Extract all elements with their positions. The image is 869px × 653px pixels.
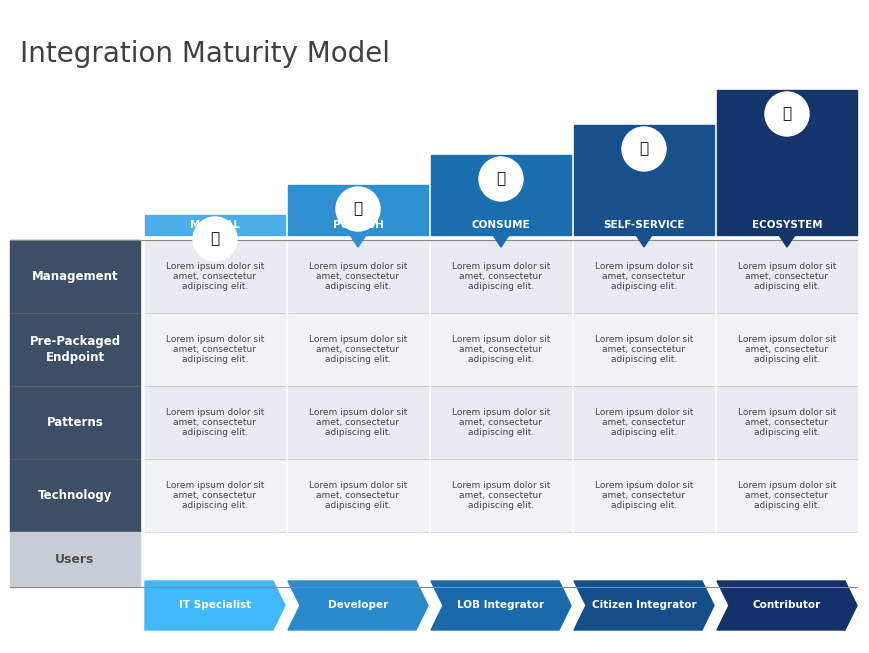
Bar xyxy=(574,125,713,235)
Text: Lorem ipsum dolor sit
amet, consectetur
adipiscing elit.: Lorem ipsum dolor sit amet, consectetur … xyxy=(737,407,835,438)
Text: 📖: 📖 xyxy=(210,232,219,246)
Text: MANUAL: MANUAL xyxy=(189,220,240,230)
Text: 🧠: 🧠 xyxy=(496,172,505,187)
Text: PUBLISH: PUBLISH xyxy=(332,220,383,230)
Bar xyxy=(574,386,713,459)
Text: 🌱: 🌱 xyxy=(781,106,791,121)
Bar xyxy=(716,386,856,459)
Polygon shape xyxy=(288,581,428,630)
Text: Developer: Developer xyxy=(328,601,388,611)
Text: Lorem ipsum dolor sit
amet, consectetur
adipiscing elit.: Lorem ipsum dolor sit amet, consectetur … xyxy=(166,407,264,438)
Bar xyxy=(145,240,285,313)
Bar xyxy=(716,240,856,313)
Text: Lorem ipsum dolor sit
amet, consectetur
adipiscing elit.: Lorem ipsum dolor sit amet, consectetur … xyxy=(737,262,835,291)
Bar xyxy=(288,386,428,459)
Bar xyxy=(430,459,570,532)
Bar xyxy=(288,459,428,532)
Circle shape xyxy=(621,127,666,171)
Text: Lorem ipsum dolor sit
amet, consectetur
adipiscing elit.: Lorem ipsum dolor sit amet, consectetur … xyxy=(594,262,693,291)
Circle shape xyxy=(764,92,808,136)
Text: Lorem ipsum dolor sit
amet, consectetur
adipiscing elit.: Lorem ipsum dolor sit amet, consectetur … xyxy=(166,481,264,511)
Text: Lorem ipsum dolor sit
amet, consectetur
adipiscing elit.: Lorem ipsum dolor sit amet, consectetur … xyxy=(594,481,693,511)
Text: Lorem ipsum dolor sit
amet, consectetur
adipiscing elit.: Lorem ipsum dolor sit amet, consectetur … xyxy=(308,334,407,364)
Text: Lorem ipsum dolor sit
amet, consectetur
adipiscing elit.: Lorem ipsum dolor sit amet, consectetur … xyxy=(451,407,549,438)
Polygon shape xyxy=(493,235,508,247)
Text: IT Specialist: IT Specialist xyxy=(179,601,251,611)
Text: Lorem ipsum dolor sit
amet, consectetur
adipiscing elit.: Lorem ipsum dolor sit amet, consectetur … xyxy=(308,407,407,438)
Text: Technology: Technology xyxy=(37,489,112,502)
Text: Lorem ipsum dolor sit
amet, consectetur
adipiscing elit.: Lorem ipsum dolor sit amet, consectetur … xyxy=(594,407,693,438)
Bar xyxy=(430,313,570,386)
Text: LOB Integrator: LOB Integrator xyxy=(457,601,544,611)
Text: Lorem ipsum dolor sit
amet, consectetur
adipiscing elit.: Lorem ipsum dolor sit amet, consectetur … xyxy=(308,262,407,291)
Text: 📋: 📋 xyxy=(353,202,362,217)
Text: Citizen Integrator: Citizen Integrator xyxy=(591,601,695,611)
Text: Lorem ipsum dolor sit
amet, consectetur
adipiscing elit.: Lorem ipsum dolor sit amet, consectetur … xyxy=(451,481,549,511)
Text: Management: Management xyxy=(31,270,118,283)
Text: Lorem ipsum dolor sit
amet, consectetur
adipiscing elit.: Lorem ipsum dolor sit amet, consectetur … xyxy=(166,262,264,291)
Polygon shape xyxy=(145,581,285,630)
Text: Lorem ipsum dolor sit
amet, consectetur
adipiscing elit.: Lorem ipsum dolor sit amet, consectetur … xyxy=(451,262,549,291)
Polygon shape xyxy=(716,581,856,630)
Text: Lorem ipsum dolor sit
amet, consectetur
adipiscing elit.: Lorem ipsum dolor sit amet, consectetur … xyxy=(594,334,693,364)
Bar xyxy=(145,313,285,386)
Bar xyxy=(430,155,570,235)
Text: 📱: 📱 xyxy=(639,142,647,157)
Text: Lorem ipsum dolor sit
amet, consectetur
adipiscing elit.: Lorem ipsum dolor sit amet, consectetur … xyxy=(737,334,835,364)
Bar xyxy=(288,240,428,313)
Text: Pre-Packaged
Endpoint: Pre-Packaged Endpoint xyxy=(30,336,121,364)
Bar xyxy=(716,313,856,386)
Bar xyxy=(10,459,140,532)
Text: ECOSYSTEM: ECOSYSTEM xyxy=(751,220,821,230)
Bar xyxy=(288,313,428,386)
Polygon shape xyxy=(207,235,222,247)
Polygon shape xyxy=(635,235,651,247)
Bar xyxy=(716,90,856,235)
Bar xyxy=(145,386,285,459)
Bar xyxy=(145,459,285,532)
Bar xyxy=(10,532,140,587)
Bar xyxy=(716,459,856,532)
Bar xyxy=(574,313,713,386)
Circle shape xyxy=(193,217,236,261)
Bar xyxy=(430,386,570,459)
Polygon shape xyxy=(349,235,366,247)
Polygon shape xyxy=(574,581,713,630)
Bar xyxy=(574,240,713,313)
Circle shape xyxy=(335,187,380,231)
Polygon shape xyxy=(778,235,794,247)
Text: SELF-SERVICE: SELF-SERVICE xyxy=(602,220,684,230)
Bar xyxy=(10,240,140,313)
Text: Contributor: Contributor xyxy=(752,601,820,611)
Text: Users: Users xyxy=(56,553,95,566)
Text: Lorem ipsum dolor sit
amet, consectetur
adipiscing elit.: Lorem ipsum dolor sit amet, consectetur … xyxy=(308,481,407,511)
Text: Lorem ipsum dolor sit
amet, consectetur
adipiscing elit.: Lorem ipsum dolor sit amet, consectetur … xyxy=(166,334,264,364)
Bar xyxy=(288,185,428,235)
Bar xyxy=(10,313,140,386)
Circle shape xyxy=(479,157,522,201)
Text: Integration Maturity Model: Integration Maturity Model xyxy=(20,40,389,68)
Bar xyxy=(10,386,140,459)
Text: Lorem ipsum dolor sit
amet, consectetur
adipiscing elit.: Lorem ipsum dolor sit amet, consectetur … xyxy=(451,334,549,364)
Text: CONSUME: CONSUME xyxy=(471,220,530,230)
Text: Patterns: Patterns xyxy=(47,416,103,429)
Bar xyxy=(574,459,713,532)
Polygon shape xyxy=(430,581,570,630)
Bar xyxy=(430,240,570,313)
Bar xyxy=(145,215,285,235)
Text: Lorem ipsum dolor sit
amet, consectetur
adipiscing elit.: Lorem ipsum dolor sit amet, consectetur … xyxy=(737,481,835,511)
